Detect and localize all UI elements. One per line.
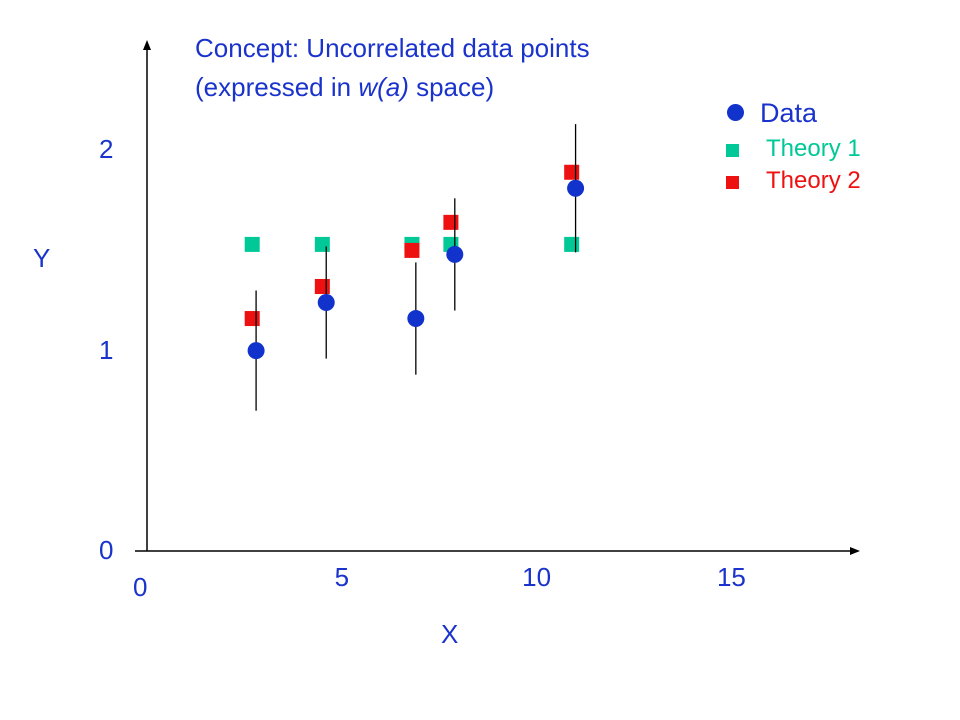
data-point <box>247 342 265 360</box>
theory1-point <box>314 236 330 252</box>
x-tick-label: 5 <box>334 562 350 592</box>
legend-square-marker <box>726 176 739 189</box>
y-tick-label: 0 <box>99 535 114 565</box>
title-italic: w(a) <box>358 72 409 102</box>
data-point <box>567 179 585 197</box>
legend-circle-marker <box>727 104 744 121</box>
y-axis-label: Y <box>33 243 51 273</box>
x-axis-label: X <box>441 619 459 649</box>
title-suffix: space) <box>408 72 495 102</box>
legend-label: Theory 1 <box>766 135 861 162</box>
x-axis-arrow <box>850 547 860 555</box>
theory1-point <box>564 236 580 252</box>
chart-title-line1: Concept: Uncorrelated data points <box>195 33 590 63</box>
x-origin-label: 0 <box>133 572 148 602</box>
chart-title-line2: (expressed in w(a) space) <box>195 72 494 103</box>
theory1-point <box>244 236 260 252</box>
title-prefix: (expressed in <box>195 72 359 102</box>
legend-label: Data <box>760 98 818 128</box>
theory2-point <box>314 278 330 294</box>
y-tick-label: 1 <box>99 334 114 365</box>
legend-label: Theory 2 <box>766 167 861 194</box>
theory2-point <box>404 242 420 258</box>
theory2-point <box>564 164 580 180</box>
theory2-point <box>443 214 459 230</box>
data-point <box>407 310 425 328</box>
x-tick-label: 10 <box>522 562 552 592</box>
data-point <box>317 294 335 312</box>
x-tick-label: 15 <box>716 562 746 592</box>
y-axis-arrow <box>143 40 151 50</box>
theory2-point <box>244 311 260 327</box>
y-tick-label: 2 <box>99 134 114 165</box>
legend-square-marker <box>726 144 739 157</box>
data-point <box>446 245 464 263</box>
